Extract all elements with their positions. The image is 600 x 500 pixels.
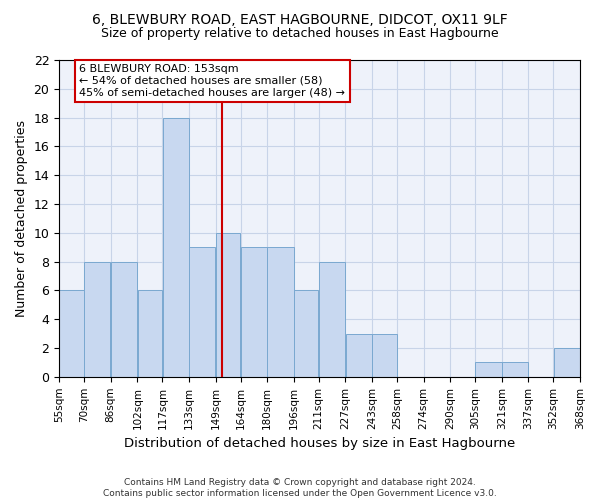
Bar: [502, 362, 528, 377]
Bar: [268, 247, 293, 377]
Bar: [554, 348, 580, 377]
Text: 6, BLEWBURY ROAD, EAST HAGBOURNE, DIDCOT, OX11 9LF: 6, BLEWBURY ROAD, EAST HAGBOURNE, DIDCOT…: [92, 12, 508, 26]
Text: Contains HM Land Registry data © Crown copyright and database right 2024.
Contai: Contains HM Land Registry data © Crown c…: [103, 478, 497, 498]
Text: Size of property relative to detached houses in East Hagbourne: Size of property relative to detached ho…: [101, 28, 499, 40]
Bar: [294, 290, 319, 377]
Bar: [163, 118, 188, 377]
Bar: [475, 362, 502, 377]
X-axis label: Distribution of detached houses by size in East Hagbourne: Distribution of detached houses by size …: [124, 437, 515, 450]
Y-axis label: Number of detached properties: Number of detached properties: [15, 120, 28, 317]
Bar: [85, 262, 110, 377]
Bar: [241, 247, 267, 377]
Bar: [111, 262, 137, 377]
Bar: [137, 290, 162, 377]
Text: 6 BLEWBURY ROAD: 153sqm
← 54% of detached houses are smaller (58)
45% of semi-de: 6 BLEWBURY ROAD: 153sqm ← 54% of detache…: [79, 64, 345, 98]
Bar: [372, 334, 397, 377]
Bar: [319, 262, 345, 377]
Bar: [59, 290, 84, 377]
Bar: [216, 233, 240, 377]
Bar: [189, 247, 215, 377]
Bar: [346, 334, 372, 377]
